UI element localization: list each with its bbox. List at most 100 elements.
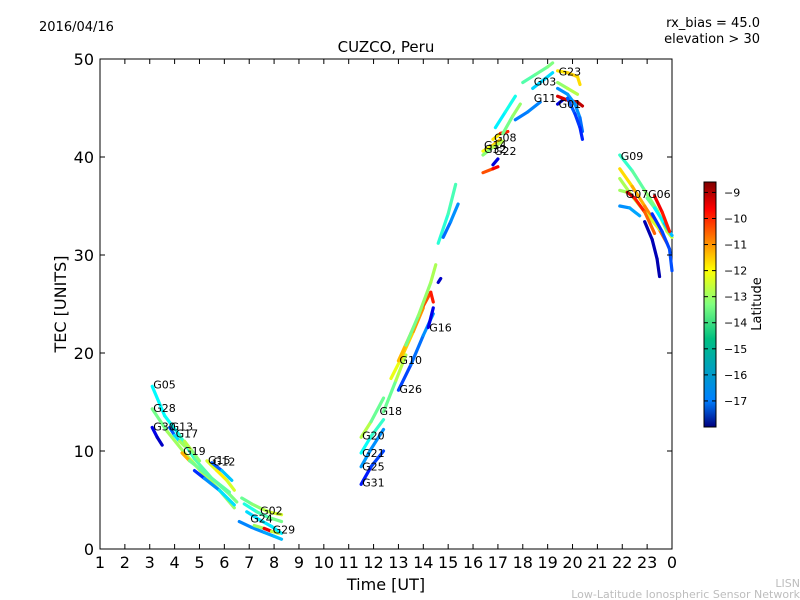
tec-segment (180, 451, 192, 463)
y-tick-label: 40 (74, 148, 94, 167)
footer-org-short: LISN (775, 577, 800, 590)
tec-segment (526, 100, 542, 114)
tec-track (652, 194, 672, 234)
tec-segment (369, 427, 386, 451)
tec-segment (655, 257, 662, 279)
tec-segment (645, 196, 657, 210)
satellite-label: G02 (260, 505, 283, 518)
x-tick-label: 1 (95, 553, 105, 572)
tec-segment (150, 384, 167, 418)
tec-segment (531, 76, 547, 91)
tec-segment (155, 435, 164, 447)
x-tick-label: 9 (294, 553, 304, 572)
tec-segment (237, 519, 254, 530)
tec-segment (481, 145, 495, 157)
tec-segment (359, 434, 373, 455)
x-tick-label: 23 (637, 553, 657, 572)
satellite-label: G05 (153, 378, 176, 391)
tec-segment (573, 112, 582, 130)
tec-segment (503, 94, 517, 114)
tec-track (531, 71, 555, 91)
tec-segment (182, 439, 194, 453)
satellite-label: G07 (626, 188, 649, 201)
tec-segment (163, 414, 182, 437)
x-tick-label: 19 (537, 553, 557, 572)
satellite-label: G14 (484, 139, 507, 152)
y-axis-label: TEC [UNITS] (51, 256, 70, 354)
tec-segment (227, 492, 239, 504)
tec-segment (491, 139, 505, 149)
tec-track (150, 425, 164, 447)
colorbar-ticks: −9 −10 −11 −12 −13 −14 −15 −16 −17 (704, 186, 747, 408)
satellite-label-layer: G05G28G30G13G17G19G15G12G02G24G29G20G21G… (153, 66, 670, 537)
satellite-label: G16 (429, 321, 452, 334)
tec-segment (652, 206, 667, 226)
tec-track (481, 165, 500, 175)
tec-segment (643, 210, 657, 236)
tec-track (555, 80, 580, 96)
colorbar-tick-label: −9 (724, 186, 740, 199)
x-tick-label: 13 (388, 553, 408, 572)
tec-segment (260, 507, 274, 515)
tec-track (618, 204, 642, 218)
chart-title: CUZCO, Peru (338, 38, 435, 56)
plot-frame (99, 58, 673, 550)
tec-segment (481, 143, 495, 153)
satellite-label: G09 (621, 150, 644, 163)
tec-track (359, 449, 386, 486)
x-tick-label: 0 (667, 553, 677, 572)
tec-track (404, 263, 438, 347)
satellite-label: G13 (171, 420, 194, 433)
tec-segment (205, 459, 219, 473)
tec-segment (513, 110, 530, 122)
x-tick-label: 3 (145, 553, 155, 572)
tec-segment (212, 478, 231, 494)
tec-segment (272, 534, 284, 541)
colorbar-tick-label: −15 (724, 343, 747, 356)
tec-segment (618, 153, 634, 173)
tec-segment (270, 529, 281, 535)
x-tick-label: 21 (587, 553, 607, 572)
rx-bias-note: rx_bias = 45.0 (666, 16, 760, 31)
tec-segment (369, 418, 386, 438)
tec-segment (404, 314, 420, 347)
tec-segment (578, 116, 585, 134)
tec-segment (250, 502, 264, 511)
colorbar-tick-label: −12 (724, 265, 747, 278)
x-tick-label: 18 (513, 553, 533, 572)
tec-segment (650, 212, 664, 234)
tec-segment (257, 517, 274, 529)
tec-segment (394, 353, 408, 383)
tec-segment (150, 407, 169, 433)
tec-segment (416, 280, 433, 318)
colorbar-tick-label: −16 (724, 369, 747, 382)
tec-segment (255, 510, 271, 520)
tec-segment (491, 137, 502, 147)
tec-segment (533, 65, 550, 77)
y-tick-label: 0 (84, 540, 94, 559)
tec-segment (369, 396, 386, 424)
tec-track (493, 94, 517, 130)
tec-segment (262, 530, 276, 538)
colorbar: −9 −10 −11 −12 −13 −14 −15 −16 −17 Latitude (703, 181, 765, 428)
tec-segment (240, 496, 254, 506)
tec-segment (633, 196, 647, 214)
colorbar-tick-label: −11 (724, 239, 747, 252)
tec-track (555, 86, 585, 134)
tec-segment (242, 502, 259, 514)
tec-segment (491, 157, 500, 167)
tec-segment (565, 96, 577, 116)
tec-segment (187, 459, 202, 471)
x-tick-label: 4 (170, 553, 180, 572)
tec-segment (436, 212, 450, 245)
tec-track (650, 212, 674, 273)
satellite-label: G15 (208, 454, 231, 467)
tec-track (513, 100, 542, 122)
tec-track (359, 396, 386, 439)
tec-track (210, 461, 234, 482)
satellite-label: G23 (559, 66, 582, 79)
tec-segment (511, 102, 522, 118)
tec-segment (575, 75, 582, 87)
x-tick-label: 10 (314, 553, 334, 572)
tec-segment (652, 194, 664, 214)
